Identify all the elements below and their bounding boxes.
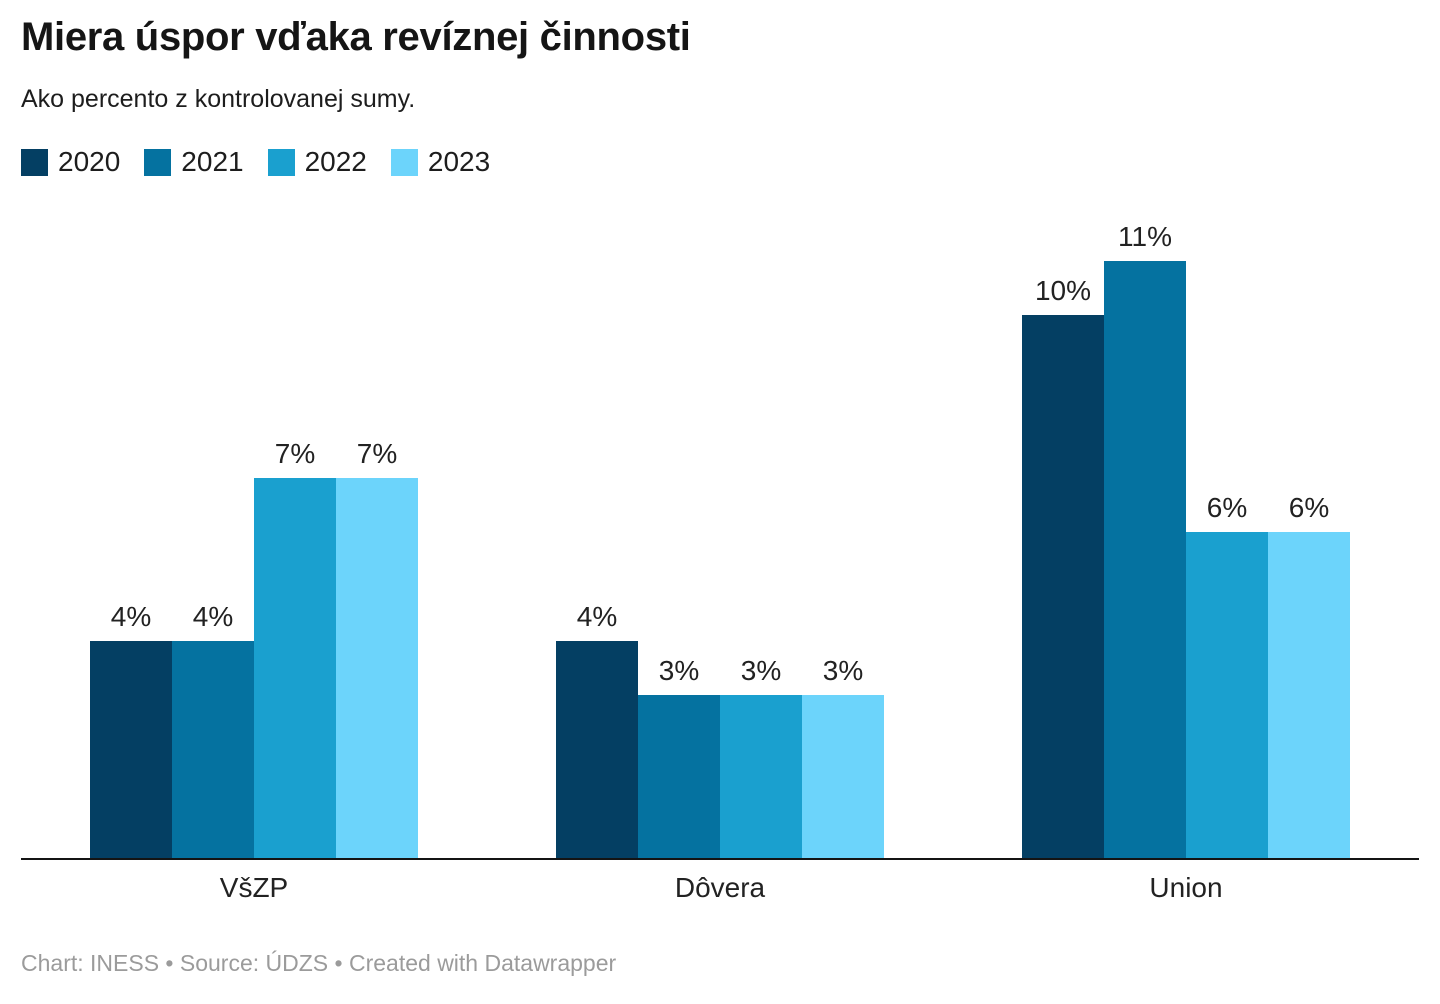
chart-credit: Chart: INESS • Source: ÚDZS • Created wi…: [21, 950, 617, 976]
legend-label: 2021: [181, 146, 244, 177]
bar-value-label: 4%: [192, 601, 234, 632]
bar-value-label: 4%: [110, 601, 152, 632]
bar-group-Union: 10% 11% 6% 6%: [1022, 221, 1350, 858]
bar-cell: 4%: [172, 601, 254, 858]
bar-Union-2023: [1268, 532, 1350, 858]
bar-cell: 6%: [1268, 492, 1350, 858]
legend-label: 2022: [304, 146, 367, 177]
bar-cell: 10%: [1022, 275, 1104, 858]
legend-label: 2020: [58, 146, 121, 177]
bar-value-label: 6%: [1206, 492, 1248, 523]
bar-Dôvera-2022: [720, 695, 802, 858]
chart-footer: Chart: INESS • Source: ÚDZS • Created wi…: [21, 950, 1419, 977]
bar-cell: 7%: [336, 438, 418, 858]
bar-value-label: 6%: [1288, 492, 1330, 523]
bar-value-label: 3%: [822, 655, 864, 686]
bar-group-VšZP: 4% 4% 7% 7%: [90, 438, 418, 858]
category-label-Dôvera: Dôvera: [674, 872, 766, 903]
bar-Dôvera-2023: [802, 695, 884, 858]
chart-container: Miera úspor vďaka revíznej činnosti Ako …: [0, 14, 1440, 977]
legend-item-2022: 2022: [267, 146, 367, 178]
legend-item-2023: 2023: [390, 146, 491, 178]
bar-Dôvera-2020: [556, 641, 638, 858]
bar-cell: 7%: [254, 438, 336, 858]
category-label-Union: Union: [1149, 872, 1223, 903]
bar-VšZP-2023: [336, 478, 418, 858]
chart-subtitle: Ako percento z kontrolovanej sumy.: [21, 85, 416, 113]
legend-swatch-icon: [144, 148, 172, 176]
bar-cell: 11%: [1104, 221, 1186, 858]
bar-value-label: 10%: [1034, 275, 1092, 306]
bar-cell: 4%: [556, 601, 638, 858]
bar-value-label: 7%: [356, 438, 398, 469]
bar-VšZP-2022: [254, 478, 336, 858]
bar-value-label: 4%: [576, 601, 618, 632]
bar-Union-2022: [1186, 532, 1268, 858]
bar-cell: 3%: [638, 655, 720, 858]
legend: 2020 2021 2022 2023: [21, 146, 1419, 178]
bar-cell: 3%: [802, 655, 884, 858]
category-label-VšZP: VšZP: [219, 872, 289, 903]
bar-value-label: 3%: [658, 655, 700, 686]
bar-cell: 4%: [90, 601, 172, 858]
bar-value-label: 11%: [1118, 221, 1172, 252]
legend-item-2021: 2021: [144, 146, 244, 178]
legend-swatch-icon: [21, 148, 48, 176]
plot-area: 4% 4% 7% 7% 4% 3% 3% 3% 10% 11% 6% 6%: [21, 210, 1419, 860]
chart-title: Miera úspor vďaka revíznej činnosti: [21, 15, 691, 59]
bar-VšZP-2021: [172, 641, 254, 858]
bar-cell: 6%: [1186, 492, 1268, 858]
bar-VšZP-2020: [90, 641, 172, 858]
bar-value-label: 3%: [740, 655, 782, 686]
bar-group-Dôvera: 4% 3% 3% 3%: [556, 601, 884, 858]
legend-label: 2023: [427, 146, 491, 177]
bar-Union-2020: [1022, 315, 1104, 858]
bar-Dôvera-2021: [638, 695, 720, 858]
x-axis-labels: VšZP Dôvera Union: [21, 860, 1419, 910]
bar-cell: 3%: [720, 655, 802, 858]
legend-item-2020: 2020: [21, 146, 120, 178]
bar-value-label: 7%: [274, 438, 316, 469]
bar-Union-2021: [1104, 261, 1186, 858]
legend-swatch-icon: [390, 148, 418, 176]
legend-swatch-icon: [267, 148, 295, 176]
